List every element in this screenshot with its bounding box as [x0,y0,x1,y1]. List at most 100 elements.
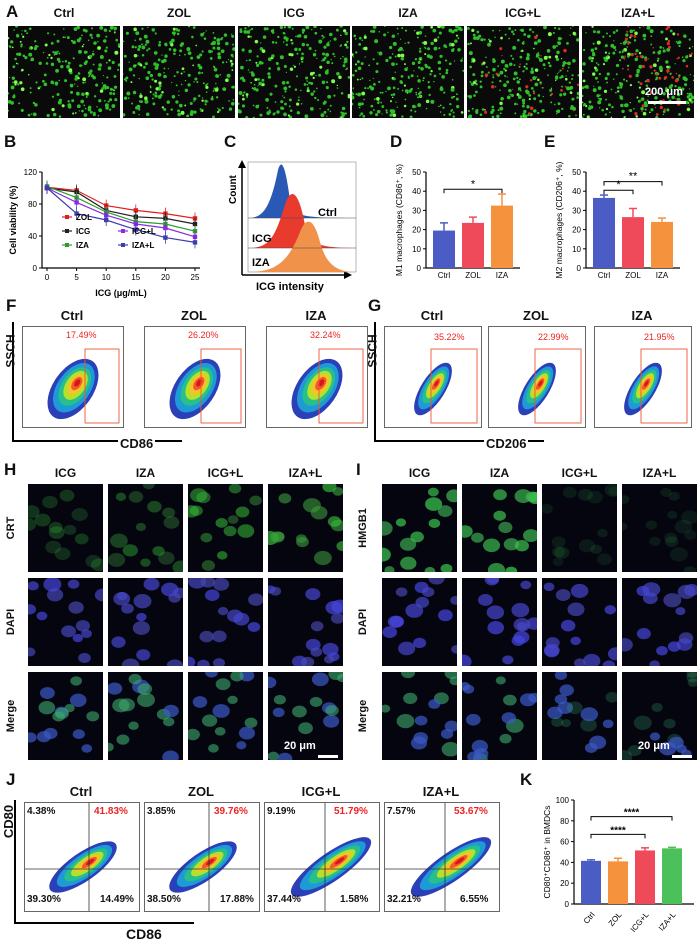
panel-b-series-ICG+L [46,187,196,238]
panel-b-point [163,225,168,231]
panel-e-sig-1: * [616,179,621,191]
panel-j-plot-2 [264,802,380,912]
chartK-ytick: 20 [560,879,569,888]
panel-j-q-lr-1: 17.88% [220,894,254,905]
chartK-ylabel: CD80⁺CD86⁺ in BMDCs [542,805,552,898]
chartE-ytick: 10 [572,245,581,254]
panel-b-series-IZA [46,185,196,232]
panel-a-title-2: ICG [283,6,305,20]
panelI-scale-bar [672,755,692,758]
panel-j-q-ul-2: 9.19% [267,806,296,817]
panel-g-gate-1 [534,348,582,424]
chartK-xtick-ZOL: ZOL [607,910,624,928]
chartK-ytick: 100 [556,796,570,805]
chartE-ytick: 20 [572,226,581,235]
panel-a-title-3: IZA [398,6,418,20]
panel-a-title-1: ZOL [167,6,191,20]
panelI-image-0-1 [462,484,537,572]
chartK-bar-IZA+L [662,848,682,904]
panel-c-label-ctrl: Ctrl [318,207,337,219]
panel-f-plot-0 [22,326,124,428]
panel-j-title-3: IZA+L [422,784,460,799]
panelI-scale-label: 20 μm [638,740,670,752]
panel-f-gate-2 [318,348,364,424]
panel-c-ylabel: Count [228,174,239,204]
panel-e-letter: E [544,132,556,151]
panelI-col-0: ICG [408,466,431,480]
panel-j-plot-3 [384,802,500,912]
panel-b-legend-IZA: IZA [76,241,89,250]
chartK-ytick: 80 [560,817,569,826]
chartE-bar-IZA [651,221,673,268]
panel-j-x-axis [14,922,194,924]
panel-a-letter: A [6,2,19,21]
panel-a-image-3 [352,26,464,118]
panelI-row-1: DAPI [357,608,369,636]
panel-f-title-2: IZA [305,308,327,323]
panelH-image-0-2 [188,484,263,572]
panelH-image-1-0 [28,578,103,666]
panel-a-scale-bar [648,101,686,104]
panel-j-q-ur-0: 41.83% [94,806,128,817]
panelI-image-0-0 [382,484,457,572]
panelH-row-2: Merge [5,699,17,733]
panelI-image-2-2 [542,672,617,760]
panel-b-series-ICG [46,187,196,225]
panel-g-xlabel: CD206 [484,436,529,451]
panel-j-y-axis [14,800,16,922]
panelH-row-1: DAPI [5,608,17,636]
panelI-image-1-2 [542,578,617,666]
chartE-xtick-ZOL: ZOL [625,271,641,280]
chartE-xtick-Ctrl: Ctrl [598,271,611,280]
panel-j-plot-1 [144,802,260,912]
panel-c-histogram: Count Ctrl ICG IZA ICG intensity [228,160,357,293]
panel-j-q-ul-0: 4.38% [27,806,56,817]
panel-b-line-chart: 0 40 80 120 0 5 10 15 20 25 Cell viability (%) ICG … [8,168,200,298]
panel-b-xtick: 25 [191,273,200,282]
panel-f-plot-1 [144,326,246,428]
panel-j-q-lr-0: 14.49% [100,894,134,905]
panel-a-image-2 [238,26,350,118]
panel-f-gate-1 [200,348,242,424]
panel-b-legend-ZOL: ZOL [76,213,92,222]
panelI-image-1-3 [622,578,697,666]
chartD-ytick: 30 [412,206,421,215]
chartD-ytick: 40 [412,187,421,196]
panel-a-image-4 [467,26,579,118]
panel-b-series-ZOL [46,186,196,219]
panelH-col-2: ICG+L [207,466,244,480]
panel-j-q-ll-2: 37.44% [267,894,301,905]
chartD-ytick: 0 [417,264,422,273]
panel-b-series-IZA+L [46,187,196,243]
panelI-col-2: ICG+L [561,466,598,480]
panel-g-title-0: Ctrl [420,308,444,323]
panel-b-point [74,211,79,216]
panel-b-letter: B [4,132,17,151]
panel-c-hist-icg [248,194,356,248]
chartE-bar-ZOL [622,217,644,268]
panel-e-sig-2: ** [629,171,638,183]
panel-f-title-1: ZOL [181,308,207,323]
panelI-image-2-0 [382,672,457,760]
chartD-xtick-Ctrl: Ctrl [438,271,451,280]
panel-j-q-ll-1: 38.50% [147,894,181,905]
chartE-ylabel: M2 macrophages (CD206⁺, %) [554,161,564,278]
panel-j-title-0: Ctrl [69,784,93,799]
panel-b-xtick: 0 [45,273,50,282]
panel-j-q-ul-3: 7.57% [387,806,416,817]
panelI-image-1-0 [382,578,457,666]
panel-g-x-axis [374,440,544,442]
panel-g-gate-0 [430,348,478,424]
panel-k-bar-chart: 0 20 40 60 80 100 CD80⁺CD86⁺ in BMDCs Ctrl ZOL IC… [542,796,694,934]
panel-f-title-0: Ctrl [60,308,84,323]
panel-g-title-1: ZOL [523,308,549,323]
chartD-bar-Ctrl [433,230,455,268]
panel-g-pct-1: 22.99% [538,332,569,342]
panelI-col-1: IZA [489,466,510,480]
panel-i-letter: I [356,460,361,479]
panel-b-legend-ICG: ICG [76,227,90,236]
panel-k-sig-2: **** [624,808,640,819]
panel-j-ylabel: CD80 [1,804,17,839]
panel-b-point [192,240,198,245]
panelH-image-0-1 [108,484,183,572]
